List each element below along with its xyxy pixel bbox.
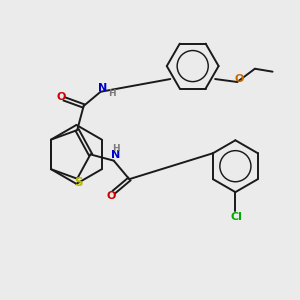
Text: O: O	[234, 74, 243, 84]
Text: N: N	[98, 83, 107, 93]
Text: S: S	[74, 176, 83, 189]
Text: O: O	[57, 92, 66, 102]
Text: N: N	[111, 150, 120, 161]
Text: Cl: Cl	[231, 212, 243, 221]
Text: O: O	[107, 190, 116, 201]
Text: H: H	[108, 89, 116, 98]
Text: H: H	[112, 144, 120, 153]
